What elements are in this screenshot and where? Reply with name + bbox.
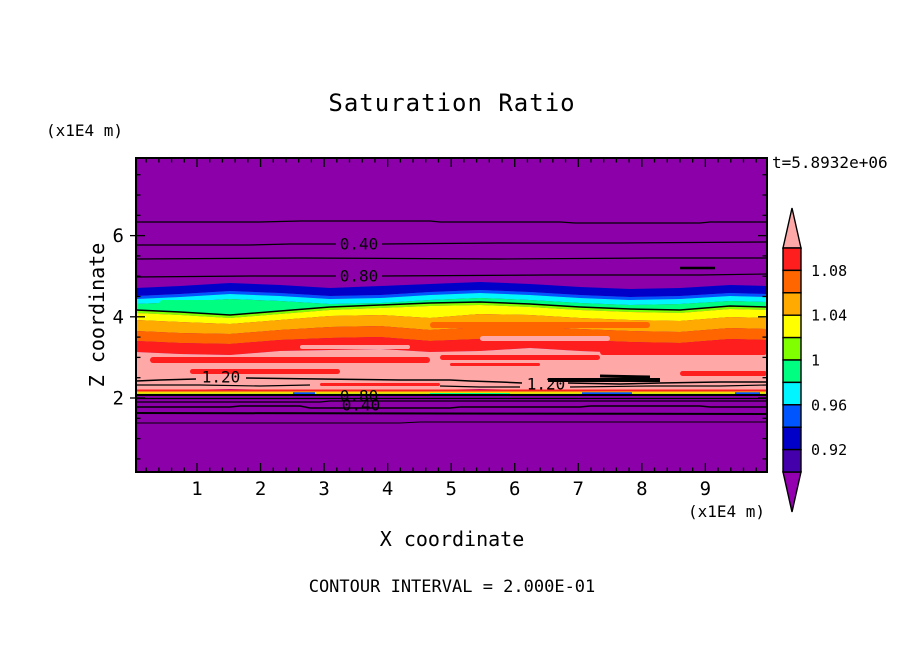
axis-ticks [130,158,767,472]
x-tick-label: 4 [382,478,393,500]
contour-line [599,374,651,379]
filled-contour-band [136,298,767,315]
contour-value-label: 0.80 [340,387,379,406]
colorbar-label: 1.04 [811,307,847,325]
colorbar-block [782,247,802,272]
contour-value-label: 1.20 [202,368,241,387]
stripe-patch [430,393,510,395]
contour-line [136,405,767,409]
contour-line [569,384,767,388]
colorbar-block [782,404,802,428]
contour-line [136,421,767,424]
thin-gradient-stripe [136,391,767,393]
x-axis-title: X coordinate [379,527,525,551]
contour-value-label: 0.80 [340,267,379,286]
contour-streak [430,322,650,328]
colorbar-top-arrow [782,207,802,249]
x-tick-label: 6 [509,478,520,500]
colorbar-block [782,359,802,384]
contour-line [136,220,767,224]
y-axis-title: Z coordinate [85,242,109,388]
x-tick-label: 7 [573,478,584,500]
chart-title: Saturation Ratio [328,89,576,117]
contour-line [136,412,767,415]
colorbar-label: 1 [811,352,820,370]
contour-streak [480,336,610,341]
colorbar-block [782,292,802,316]
contour-line [381,241,767,245]
colorbar-label: 0.92 [811,441,847,459]
x-tick-label: 8 [636,478,647,500]
stripe-patch [735,392,760,395]
contour-streak [600,349,767,355]
colorbar-label: 0.96 [811,396,847,414]
contour-streak [680,371,767,376]
contour-interval-note: CONTOUR INTERVAL = 2.000E-01 [308,577,596,597]
y-tick-label: 4 [113,306,124,328]
contour-line [136,257,767,260]
colorbar-block [782,448,802,473]
x-tick-label: 1 [191,478,202,500]
colorbar-bottom-arrow [782,471,802,513]
timestamp-label: t=5.8932e+06 [772,153,888,172]
filled-contour-band [136,305,767,324]
contour-line [381,273,767,277]
colorbar-label: 1.08 [811,262,847,280]
contour-value-label: 0.40 [342,396,381,415]
contour-line [136,243,336,246]
contour-streak [440,355,600,360]
colorbar-block [782,336,802,361]
contour-line [567,381,767,385]
colorbar-block [782,314,802,339]
contour-value-label: 1.20 [527,375,566,394]
y-axis-unit-label: (x1E4 m) [46,121,124,140]
x-tick-label: 2 [255,478,266,500]
contour-line [136,400,767,403]
colorbar-block [782,381,802,406]
contour-streak [300,345,410,349]
filled-contour-band [136,302,767,318]
contour-streak [190,369,340,374]
contour-streak [450,363,540,366]
contour-field: 0.400.801.20 1.200.800.40 [136,158,767,472]
colorbar-block [782,426,802,451]
stripe-patch [582,392,632,395]
contour-line [136,275,336,278]
contour-streak [150,357,430,363]
filled-contour-band [136,282,767,297]
contour-streak [160,300,250,305]
contour-line [245,377,523,384]
contour-line [136,384,311,387]
filled-contour-band [136,290,767,300]
contour-streak [700,344,767,348]
x-axis-unit-label: (x1E4 m) [688,502,766,521]
stripe-patch [293,392,315,395]
thin-gradient-stripe [136,389,767,392]
contour-streak [320,383,440,386]
contour-line [136,378,197,382]
y-tick-label: 6 [113,225,124,247]
colorbar: 1.08 1.04 1 0.96 0.92 [782,207,847,513]
contour-value-label: 0.40 [340,235,379,254]
contour-line [136,301,767,316]
filled-contour-band [136,293,767,305]
contour-line [439,385,520,388]
x-tick-label: 3 [318,478,329,500]
colorbar-block [782,269,802,294]
x-tick-label: 5 [445,478,456,500]
y-tick-label: 2 [113,387,124,409]
x-tick-label: 9 [700,478,711,500]
